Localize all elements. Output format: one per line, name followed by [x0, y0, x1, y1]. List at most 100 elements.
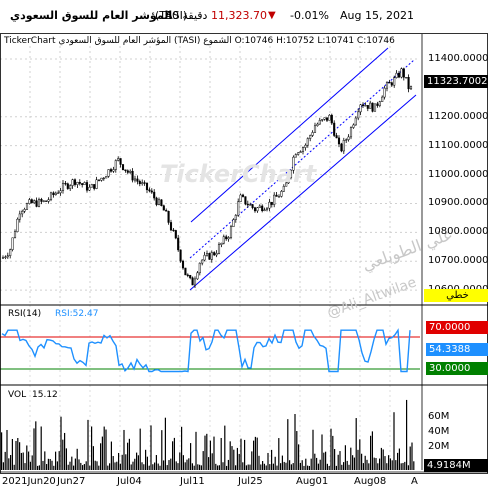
volume-bar — [249, 464, 251, 470]
candle-body — [143, 182, 146, 184]
candle-body — [153, 191, 156, 199]
volume-bar — [78, 459, 80, 470]
candle-body — [155, 197, 158, 205]
volume-bar — [193, 465, 195, 470]
price-tick: 10700.0000 — [428, 255, 488, 267]
volume-bar — [46, 464, 48, 470]
candle-body — [210, 252, 213, 260]
candle-body — [169, 222, 173, 231]
volume-bar — [29, 461, 31, 470]
candle-body — [172, 229, 175, 232]
price-tick: 11100.0000 — [428, 139, 488, 151]
candle-body — [124, 169, 127, 171]
volume-bar — [94, 460, 96, 470]
candle-body — [88, 187, 91, 191]
volume-bar — [341, 464, 343, 470]
volume-bar — [314, 453, 316, 470]
candle-body — [136, 178, 139, 182]
candle-body — [361, 104, 365, 106]
volume-bar — [375, 458, 377, 470]
candle-body — [352, 124, 355, 128]
volume-bar — [373, 457, 375, 470]
volume-bar — [406, 399, 408, 470]
volume-bar — [105, 429, 107, 470]
candle-body — [61, 182, 65, 191]
volume-bar — [382, 449, 384, 470]
volume-bar — [328, 465, 330, 470]
volume-bar — [188, 458, 190, 470]
volume-bar — [281, 455, 283, 470]
volume-bar — [175, 461, 177, 470]
price-tick: 10800.0000 — [428, 226, 488, 238]
volume-bar — [154, 462, 156, 470]
candle-body — [141, 182, 144, 185]
candle-body — [227, 237, 230, 240]
volume-bar — [76, 448, 78, 470]
candle-body — [129, 170, 132, 173]
date-label: Aug 15, 2021 — [340, 9, 414, 22]
candle-body — [114, 160, 117, 170]
volume-bar — [67, 464, 69, 470]
last-price-marker: 11323.7002 — [424, 75, 488, 88]
volume-bar — [119, 463, 121, 470]
volume-bar — [127, 442, 129, 470]
volume-bar — [411, 442, 413, 470]
candle-body — [213, 252, 216, 256]
candle-body — [297, 152, 300, 155]
volume-bar — [80, 462, 82, 470]
candle-body — [64, 182, 67, 185]
volume-bar — [181, 426, 183, 470]
volume-bar — [44, 451, 46, 470]
candle-body — [69, 185, 72, 189]
volume-bar — [69, 461, 71, 470]
candle-body — [148, 189, 151, 192]
volume-bar — [92, 446, 94, 470]
candle-body — [313, 125, 317, 133]
volume-bar — [58, 451, 60, 470]
volume-bar — [285, 462, 287, 470]
volume-bar — [350, 447, 352, 470]
candle-body — [59, 190, 62, 194]
volume-bar — [258, 455, 260, 470]
candle-body — [246, 203, 249, 206]
candle-body — [13, 231, 17, 239]
rsi-current-marker: 54.3388 — [426, 343, 488, 356]
volume-bar — [83, 464, 85, 470]
volume-bar — [299, 462, 301, 470]
candle-body — [390, 82, 393, 86]
volume-bar — [368, 463, 370, 470]
panel-frames — [0, 33, 488, 474]
volume-bar — [134, 458, 136, 470]
volume-bar — [64, 432, 66, 470]
candle-body — [215, 253, 218, 256]
price-tick: 10900.0000 — [428, 197, 488, 209]
candle-body — [369, 102, 372, 109]
candle-body — [95, 179, 98, 189]
volume-bar — [150, 425, 152, 470]
candle-body — [83, 182, 86, 186]
volume-bar — [235, 465, 237, 470]
volume-bar — [402, 462, 404, 470]
interval-label[interactable]: 30 دقيقة — [165, 9, 208, 22]
volume-bar — [15, 440, 17, 470]
price-tick: 11200.0000 — [428, 110, 488, 122]
volume-bar — [146, 456, 148, 470]
volume-bar — [157, 463, 159, 470]
volume-bar — [312, 429, 314, 470]
candle-body — [25, 203, 29, 210]
candle-body — [397, 72, 401, 78]
channel-lower — [189, 94, 417, 291]
volume-bar — [53, 465, 55, 470]
candle-body — [184, 267, 187, 276]
volume-bar — [38, 465, 40, 470]
volume-bar — [49, 458, 51, 470]
volume-bar — [202, 451, 204, 470]
candle-body — [93, 184, 96, 189]
volume-bar — [380, 447, 382, 470]
x-tick: Jun27 — [57, 476, 86, 487]
candle-body — [405, 77, 408, 79]
candle-body — [239, 194, 242, 202]
volume-bar — [208, 457, 210, 470]
volume-bar — [85, 461, 87, 470]
